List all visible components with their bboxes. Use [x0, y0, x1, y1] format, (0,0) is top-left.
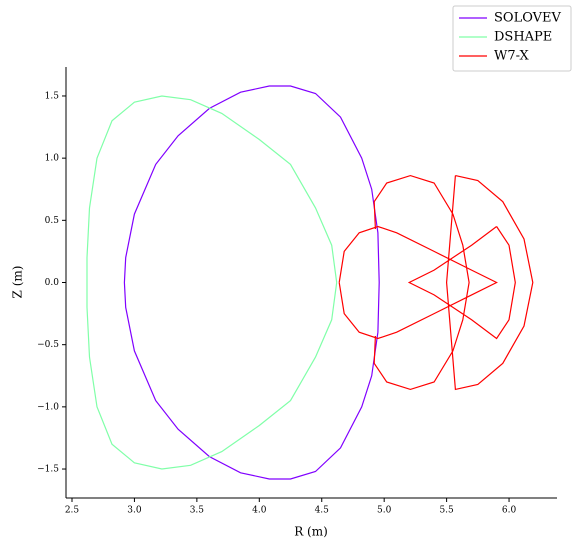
x-tick-label: 3.5 [190, 506, 205, 516]
y-axis-label: Z (m) [11, 266, 25, 299]
y-tick-label: 0.5 [45, 216, 60, 226]
legend-box [452, 5, 572, 72]
x-tick-label: 4.0 [252, 506, 267, 516]
series-line [338, 174, 534, 391]
y-tick-label: 1.0 [45, 154, 60, 164]
y-tick-label: 0.0 [45, 278, 60, 288]
series-line [86, 95, 338, 470]
x-tick-label: 5.0 [377, 506, 392, 516]
x-tick-label: 6.0 [502, 506, 517, 516]
y-tick-label: −1.0 [37, 402, 59, 412]
legend-label: SOLOVEV [494, 11, 562, 26]
y-tick-label: 1.5 [45, 91, 60, 101]
y-tick-label: −1.5 [37, 465, 59, 475]
x-tick-label: 4.5 [315, 506, 330, 516]
x-tick-label: 5.5 [439, 506, 454, 516]
legend-label: W7-X [494, 49, 530, 64]
x-tick-label: 2.5 [65, 506, 80, 516]
legend-label: DSHAPE [494, 30, 552, 45]
series-line [123, 85, 380, 480]
y-tick-label: −0.5 [37, 340, 59, 350]
x-axis-label: R (m) [294, 525, 328, 539]
x-tick-label: 3.0 [127, 506, 142, 516]
